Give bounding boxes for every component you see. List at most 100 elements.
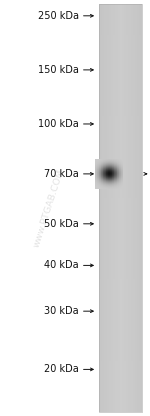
Bar bbox=[100, 183, 101, 184]
Bar bbox=[106, 173, 107, 174]
Bar bbox=[117, 183, 118, 184]
Bar bbox=[102, 182, 103, 183]
Bar bbox=[98, 159, 99, 160]
Bar bbox=[104, 4, 105, 412]
Bar bbox=[101, 173, 102, 174]
Bar bbox=[106, 187, 107, 188]
Bar bbox=[111, 177, 112, 178]
Bar bbox=[101, 159, 102, 160]
Bar bbox=[108, 176, 109, 177]
Bar bbox=[114, 172, 115, 173]
Bar bbox=[117, 166, 118, 167]
Bar bbox=[118, 184, 119, 185]
Bar bbox=[101, 172, 102, 173]
Bar bbox=[108, 181, 109, 182]
Bar bbox=[138, 4, 139, 412]
Bar bbox=[104, 172, 105, 173]
Bar bbox=[117, 187, 118, 188]
Bar bbox=[105, 167, 106, 168]
Bar bbox=[112, 165, 113, 166]
Bar bbox=[121, 177, 122, 178]
Bar bbox=[116, 180, 117, 181]
Bar bbox=[115, 4, 116, 412]
Bar bbox=[121, 183, 122, 184]
Bar bbox=[105, 176, 106, 177]
Bar bbox=[106, 166, 107, 167]
Bar bbox=[119, 182, 120, 183]
Bar bbox=[115, 184, 116, 185]
Bar bbox=[108, 160, 109, 161]
Bar bbox=[119, 165, 120, 166]
Bar bbox=[96, 164, 97, 165]
Bar bbox=[109, 173, 110, 174]
Bar bbox=[102, 177, 103, 178]
Bar bbox=[99, 75, 142, 86]
Bar bbox=[117, 174, 118, 175]
Bar bbox=[115, 174, 116, 175]
Bar bbox=[107, 168, 108, 169]
Bar bbox=[111, 4, 112, 412]
Bar bbox=[100, 168, 101, 169]
Bar bbox=[95, 173, 96, 174]
Bar bbox=[116, 166, 117, 167]
Bar bbox=[105, 4, 106, 412]
Bar bbox=[97, 179, 98, 180]
Bar bbox=[109, 176, 110, 177]
Bar bbox=[108, 180, 109, 181]
Bar bbox=[96, 172, 97, 173]
Bar bbox=[95, 188, 96, 189]
Bar bbox=[112, 182, 113, 183]
Bar bbox=[115, 187, 116, 188]
Bar bbox=[113, 177, 114, 178]
Bar bbox=[106, 185, 107, 186]
Bar bbox=[141, 4, 142, 412]
Bar bbox=[115, 159, 116, 160]
Bar bbox=[112, 162, 113, 163]
Bar bbox=[96, 183, 97, 184]
Bar bbox=[112, 187, 113, 188]
Bar bbox=[104, 175, 105, 176]
Bar bbox=[112, 4, 113, 412]
Bar bbox=[107, 173, 108, 174]
Bar bbox=[121, 164, 122, 165]
Bar bbox=[113, 178, 114, 179]
Bar bbox=[95, 170, 96, 171]
Bar bbox=[96, 174, 97, 175]
Bar bbox=[122, 182, 123, 183]
Bar bbox=[96, 185, 97, 186]
Bar bbox=[109, 166, 110, 167]
Bar bbox=[118, 166, 119, 167]
Bar bbox=[102, 169, 103, 170]
Bar bbox=[105, 177, 106, 178]
Bar bbox=[119, 167, 120, 168]
Bar bbox=[117, 182, 118, 183]
Bar bbox=[109, 161, 110, 162]
Bar bbox=[139, 4, 140, 412]
Bar bbox=[104, 182, 105, 183]
Bar bbox=[102, 173, 103, 174]
Bar bbox=[130, 4, 131, 412]
Bar bbox=[122, 4, 123, 412]
Bar bbox=[97, 183, 98, 184]
Bar bbox=[104, 185, 105, 186]
Bar bbox=[113, 183, 114, 184]
Bar bbox=[99, 300, 142, 310]
Bar bbox=[103, 185, 104, 186]
Bar bbox=[98, 175, 99, 176]
Bar bbox=[120, 160, 121, 161]
Bar bbox=[121, 167, 122, 168]
Bar bbox=[101, 187, 102, 188]
Bar bbox=[111, 159, 112, 160]
Bar bbox=[112, 183, 113, 184]
Bar bbox=[97, 184, 98, 185]
Bar bbox=[103, 167, 104, 168]
Bar bbox=[117, 160, 118, 161]
Bar bbox=[103, 186, 104, 187]
Bar bbox=[115, 161, 116, 162]
Bar bbox=[101, 168, 102, 169]
Bar bbox=[98, 168, 99, 169]
Bar bbox=[103, 182, 104, 183]
Bar bbox=[103, 162, 104, 163]
Bar bbox=[100, 159, 101, 160]
Bar bbox=[103, 179, 104, 180]
